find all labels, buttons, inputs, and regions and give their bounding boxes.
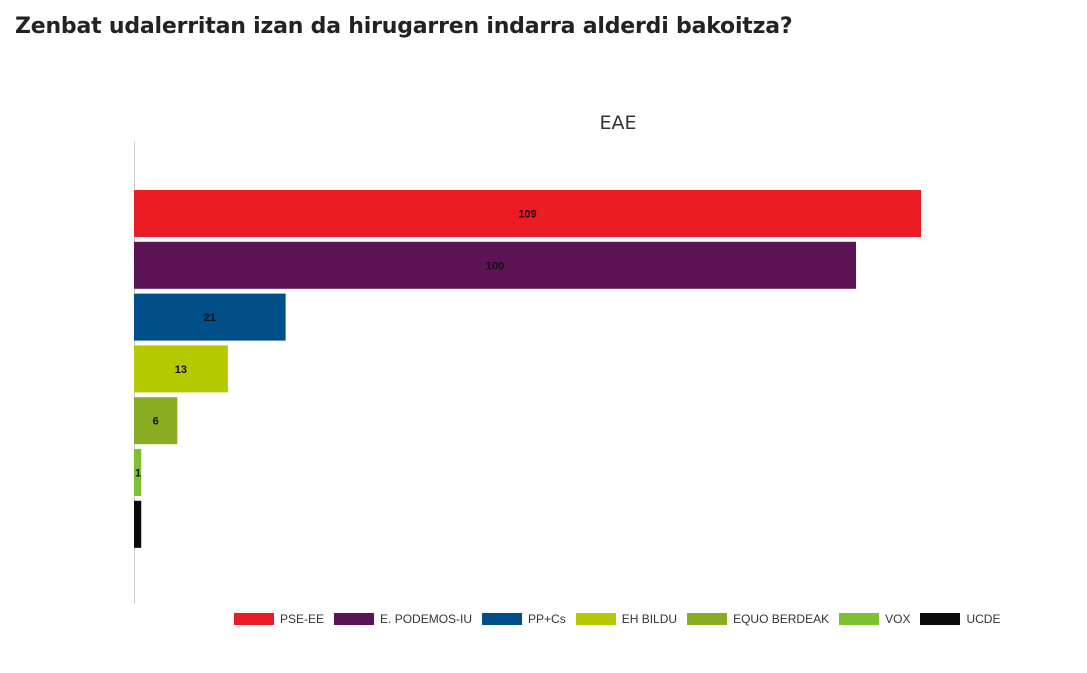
legend-label: EQUO BERDEAK: [733, 612, 830, 626]
legend-label: VOX: [885, 612, 911, 626]
legend-item[interactable]: UCDE: [920, 612, 1000, 626]
legend-item[interactable]: PSE-EE: [234, 612, 324, 626]
legend-item[interactable]: EQUO BERDEAK: [687, 612, 829, 626]
legend-swatch: [334, 613, 375, 625]
legend: PSE-EE E. PODEMOS-IU PP+Cs EH BILDU EQUO BER…: [234, 612, 1010, 626]
legend-swatch: [920, 613, 961, 625]
bar-value-label: 21: [204, 312, 216, 324]
legend-label: UCDE: [966, 612, 1001, 626]
bars-group: 109 100 21 13 6 1: [134, 190, 921, 548]
legend-label: EH BILDU: [621, 612, 678, 626]
bar-pse-ee[interactable]: [134, 190, 921, 237]
bar-pp-cs[interactable]: [134, 293, 286, 341]
legend-label: PSE-EE: [280, 612, 325, 626]
bar-value-label: 6: [153, 416, 159, 428]
bar-e-podemos-iu[interactable]: [134, 241, 857, 289]
bar-value-label: 1: [135, 468, 141, 480]
legend-item[interactable]: E. PODEMOS-IU: [334, 612, 472, 626]
bar-vox[interactable]: [134, 449, 142, 496]
chart-title: EAE: [599, 112, 636, 134]
legend-label: PP+Cs: [528, 612, 566, 626]
legend-item[interactable]: EH BILDU: [575, 612, 678, 626]
legend-swatch: [234, 613, 274, 625]
legend-swatch: [482, 613, 523, 625]
legend-swatch: [839, 613, 880, 625]
bar-ucde[interactable]: [134, 500, 142, 548]
bar-value-label: 109: [518, 209, 536, 221]
bar-value-label: 100: [486, 260, 504, 272]
legend-item[interactable]: PP+Cs: [482, 612, 566, 626]
legend-label: E. PODEMOS-IU: [380, 612, 473, 626]
legend-item[interactable]: VOX: [839, 612, 910, 626]
page-title: Zenbat udalerritan izan da hirugarren in…: [15, 14, 793, 39]
legend-swatch: [687, 613, 728, 625]
bar-eh-bildu[interactable]: [134, 345, 228, 393]
legend-swatch: [575, 613, 616, 625]
bar-equo-berdeak[interactable]: [134, 397, 178, 445]
bar-value-label: 13: [175, 364, 187, 376]
